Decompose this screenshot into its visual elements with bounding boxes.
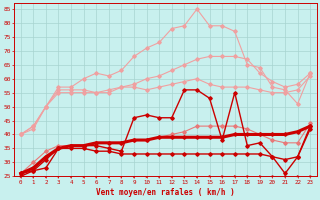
X-axis label: Vent moyen/en rafales ( km/h ): Vent moyen/en rafales ( km/h ): [96, 188, 235, 197]
